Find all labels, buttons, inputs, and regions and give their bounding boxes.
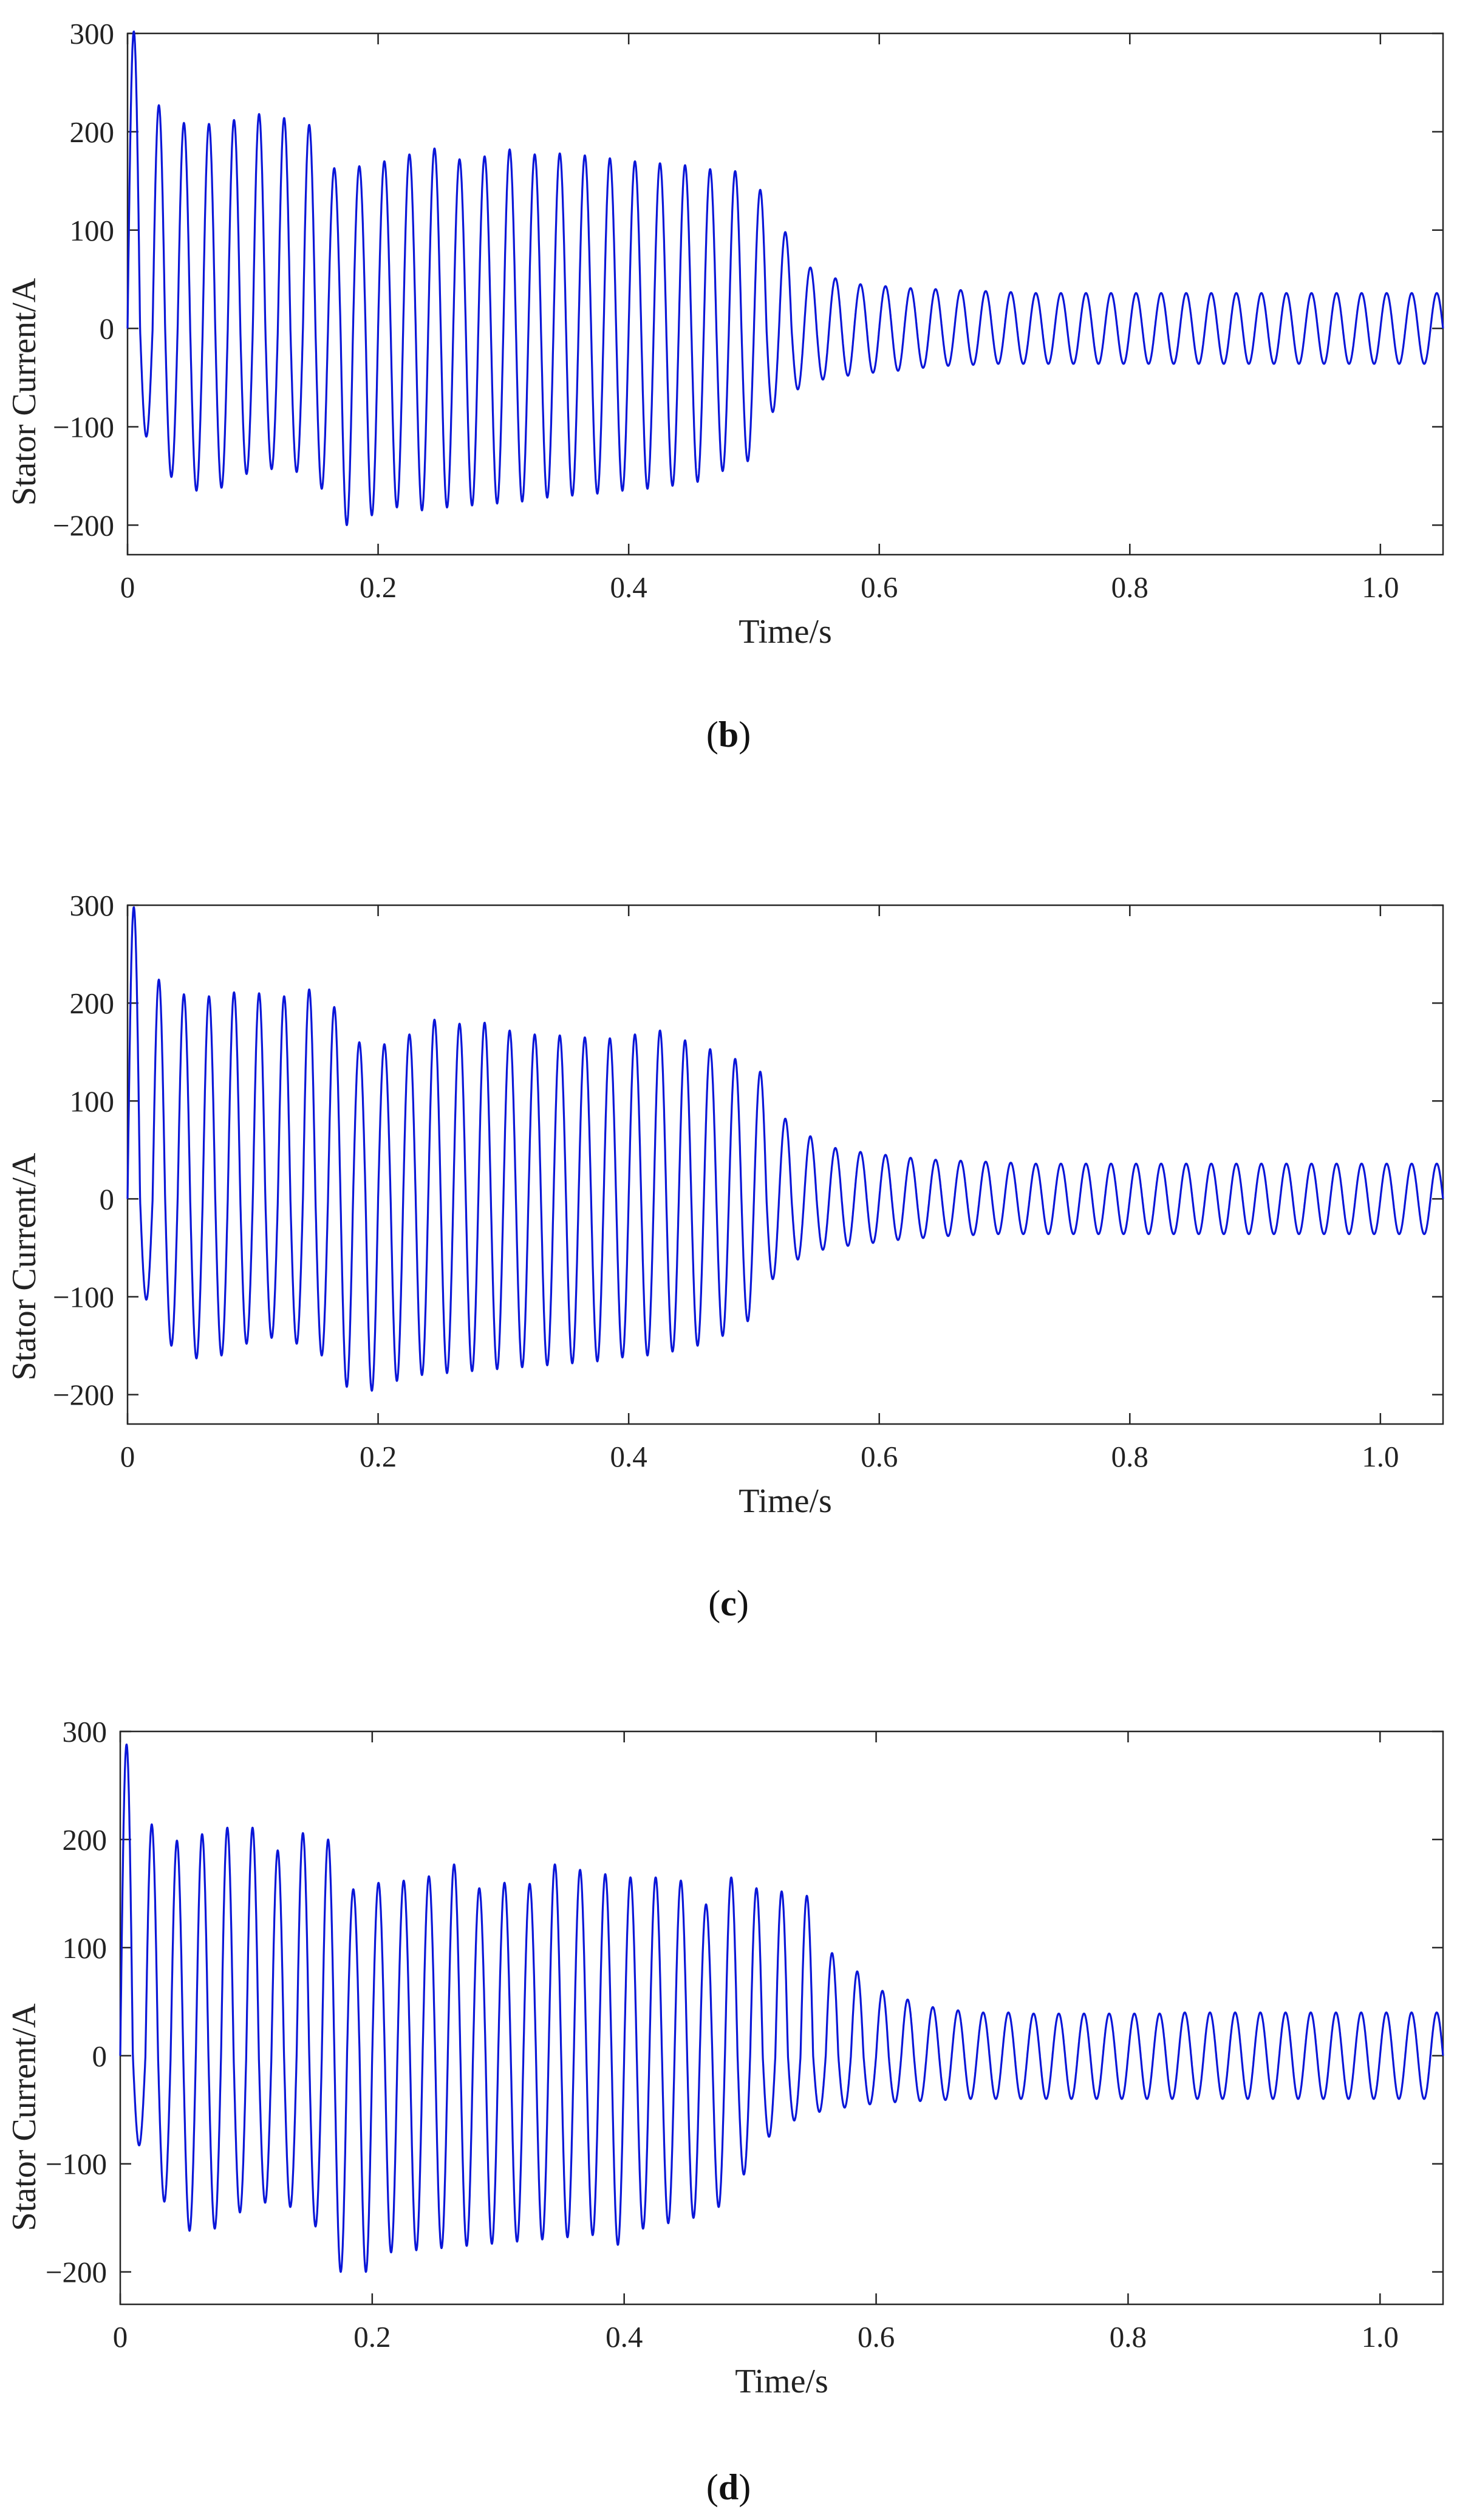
y-tick-label: 300 bbox=[70, 17, 115, 50]
chart-panel-d: 0 0.2 0.4 0.6 0.8 1.0 −200 −100 0 100 200 300 Time/s… bbox=[5, 1715, 1444, 2400]
x-tick-label: 0.6 bbox=[858, 2320, 895, 2354]
x-tick-label: 0.8 bbox=[1111, 1440, 1148, 1473]
y-tick-label: 300 bbox=[70, 889, 115, 922]
y-tick-label: 200 bbox=[70, 115, 115, 149]
x-tick-label: 0 bbox=[113, 2320, 128, 2354]
y-tick-label: −100 bbox=[53, 411, 114, 444]
x-tick-label: 1.0 bbox=[1362, 2320, 1399, 2354]
y-tick-label: 100 bbox=[70, 1084, 115, 1118]
y-tick-label: −200 bbox=[53, 1378, 114, 1412]
caption-c: (c) bbox=[708, 1583, 749, 1623]
plot-frame bbox=[126, 32, 1444, 556]
y-tick-label: 100 bbox=[70, 214, 115, 247]
x-tick-label: 1.0 bbox=[1362, 570, 1399, 604]
x-axis-label: Time/s bbox=[739, 613, 832, 651]
x-tick-label: 0.8 bbox=[1111, 570, 1148, 604]
chart-panel-c: 0 0.2 0.4 0.6 0.8 1.0 −200 −100 0 100 200 300 Time/s… bbox=[5, 889, 1444, 1520]
y-axis-label: Stator Current/A bbox=[5, 1152, 43, 1380]
stator-current-series bbox=[126, 906, 1444, 1392]
x-axis-label: Time/s bbox=[735, 2363, 828, 2400]
x-tick-label: 0 bbox=[120, 570, 135, 604]
y-tick-label: −100 bbox=[53, 1281, 114, 1314]
plot-frame bbox=[126, 904, 1444, 1425]
x-tick-label: 0.6 bbox=[861, 1440, 898, 1473]
y-tick-label: −100 bbox=[46, 2148, 107, 2181]
stator-current-series bbox=[119, 1743, 1444, 2273]
x-tick-label: 0.6 bbox=[861, 570, 898, 604]
y-axis-label: Stator Current/A bbox=[5, 278, 43, 505]
y-tick-label: 300 bbox=[63, 1715, 107, 1748]
x-tick-label: 0.8 bbox=[1110, 2320, 1147, 2354]
x-tick-label: 0.2 bbox=[353, 2320, 391, 2354]
y-tick-label: 200 bbox=[63, 1823, 107, 1857]
y-tick-label: 100 bbox=[63, 1931, 107, 1965]
x-tick-label: 0.4 bbox=[610, 1440, 647, 1473]
x-tick-label: 0.2 bbox=[360, 1440, 397, 1473]
chart-panel-b: 0 0.2 0.4 0.6 0.8 1.0 −200 −100 0 100 200 300 Time/s… bbox=[5, 17, 1444, 651]
x-tick-label: 0 bbox=[120, 1440, 135, 1473]
x-tick-label: 1.0 bbox=[1362, 1440, 1399, 1473]
x-axis-label: Time/s bbox=[739, 1482, 832, 1520]
y-axis-label: Stator Current/A bbox=[5, 2003, 43, 2231]
y-tick-label: 200 bbox=[70, 987, 115, 1020]
x-tick-label: 0.4 bbox=[606, 2320, 643, 2354]
caption-d: (d) bbox=[706, 2467, 751, 2507]
y-tick-label: 0 bbox=[100, 312, 115, 346]
y-tick-label: −200 bbox=[46, 2256, 107, 2289]
stator-current-series bbox=[126, 30, 1444, 526]
y-tick-label: −200 bbox=[53, 508, 114, 542]
plot-frame bbox=[119, 1730, 1444, 2306]
caption-b: (b) bbox=[706, 714, 751, 755]
y-tick-label: 0 bbox=[92, 2039, 107, 2073]
x-tick-label: 0.2 bbox=[360, 570, 397, 604]
y-tick-label: 0 bbox=[100, 1182, 115, 1216]
x-tick-label: 0.4 bbox=[610, 570, 647, 604]
